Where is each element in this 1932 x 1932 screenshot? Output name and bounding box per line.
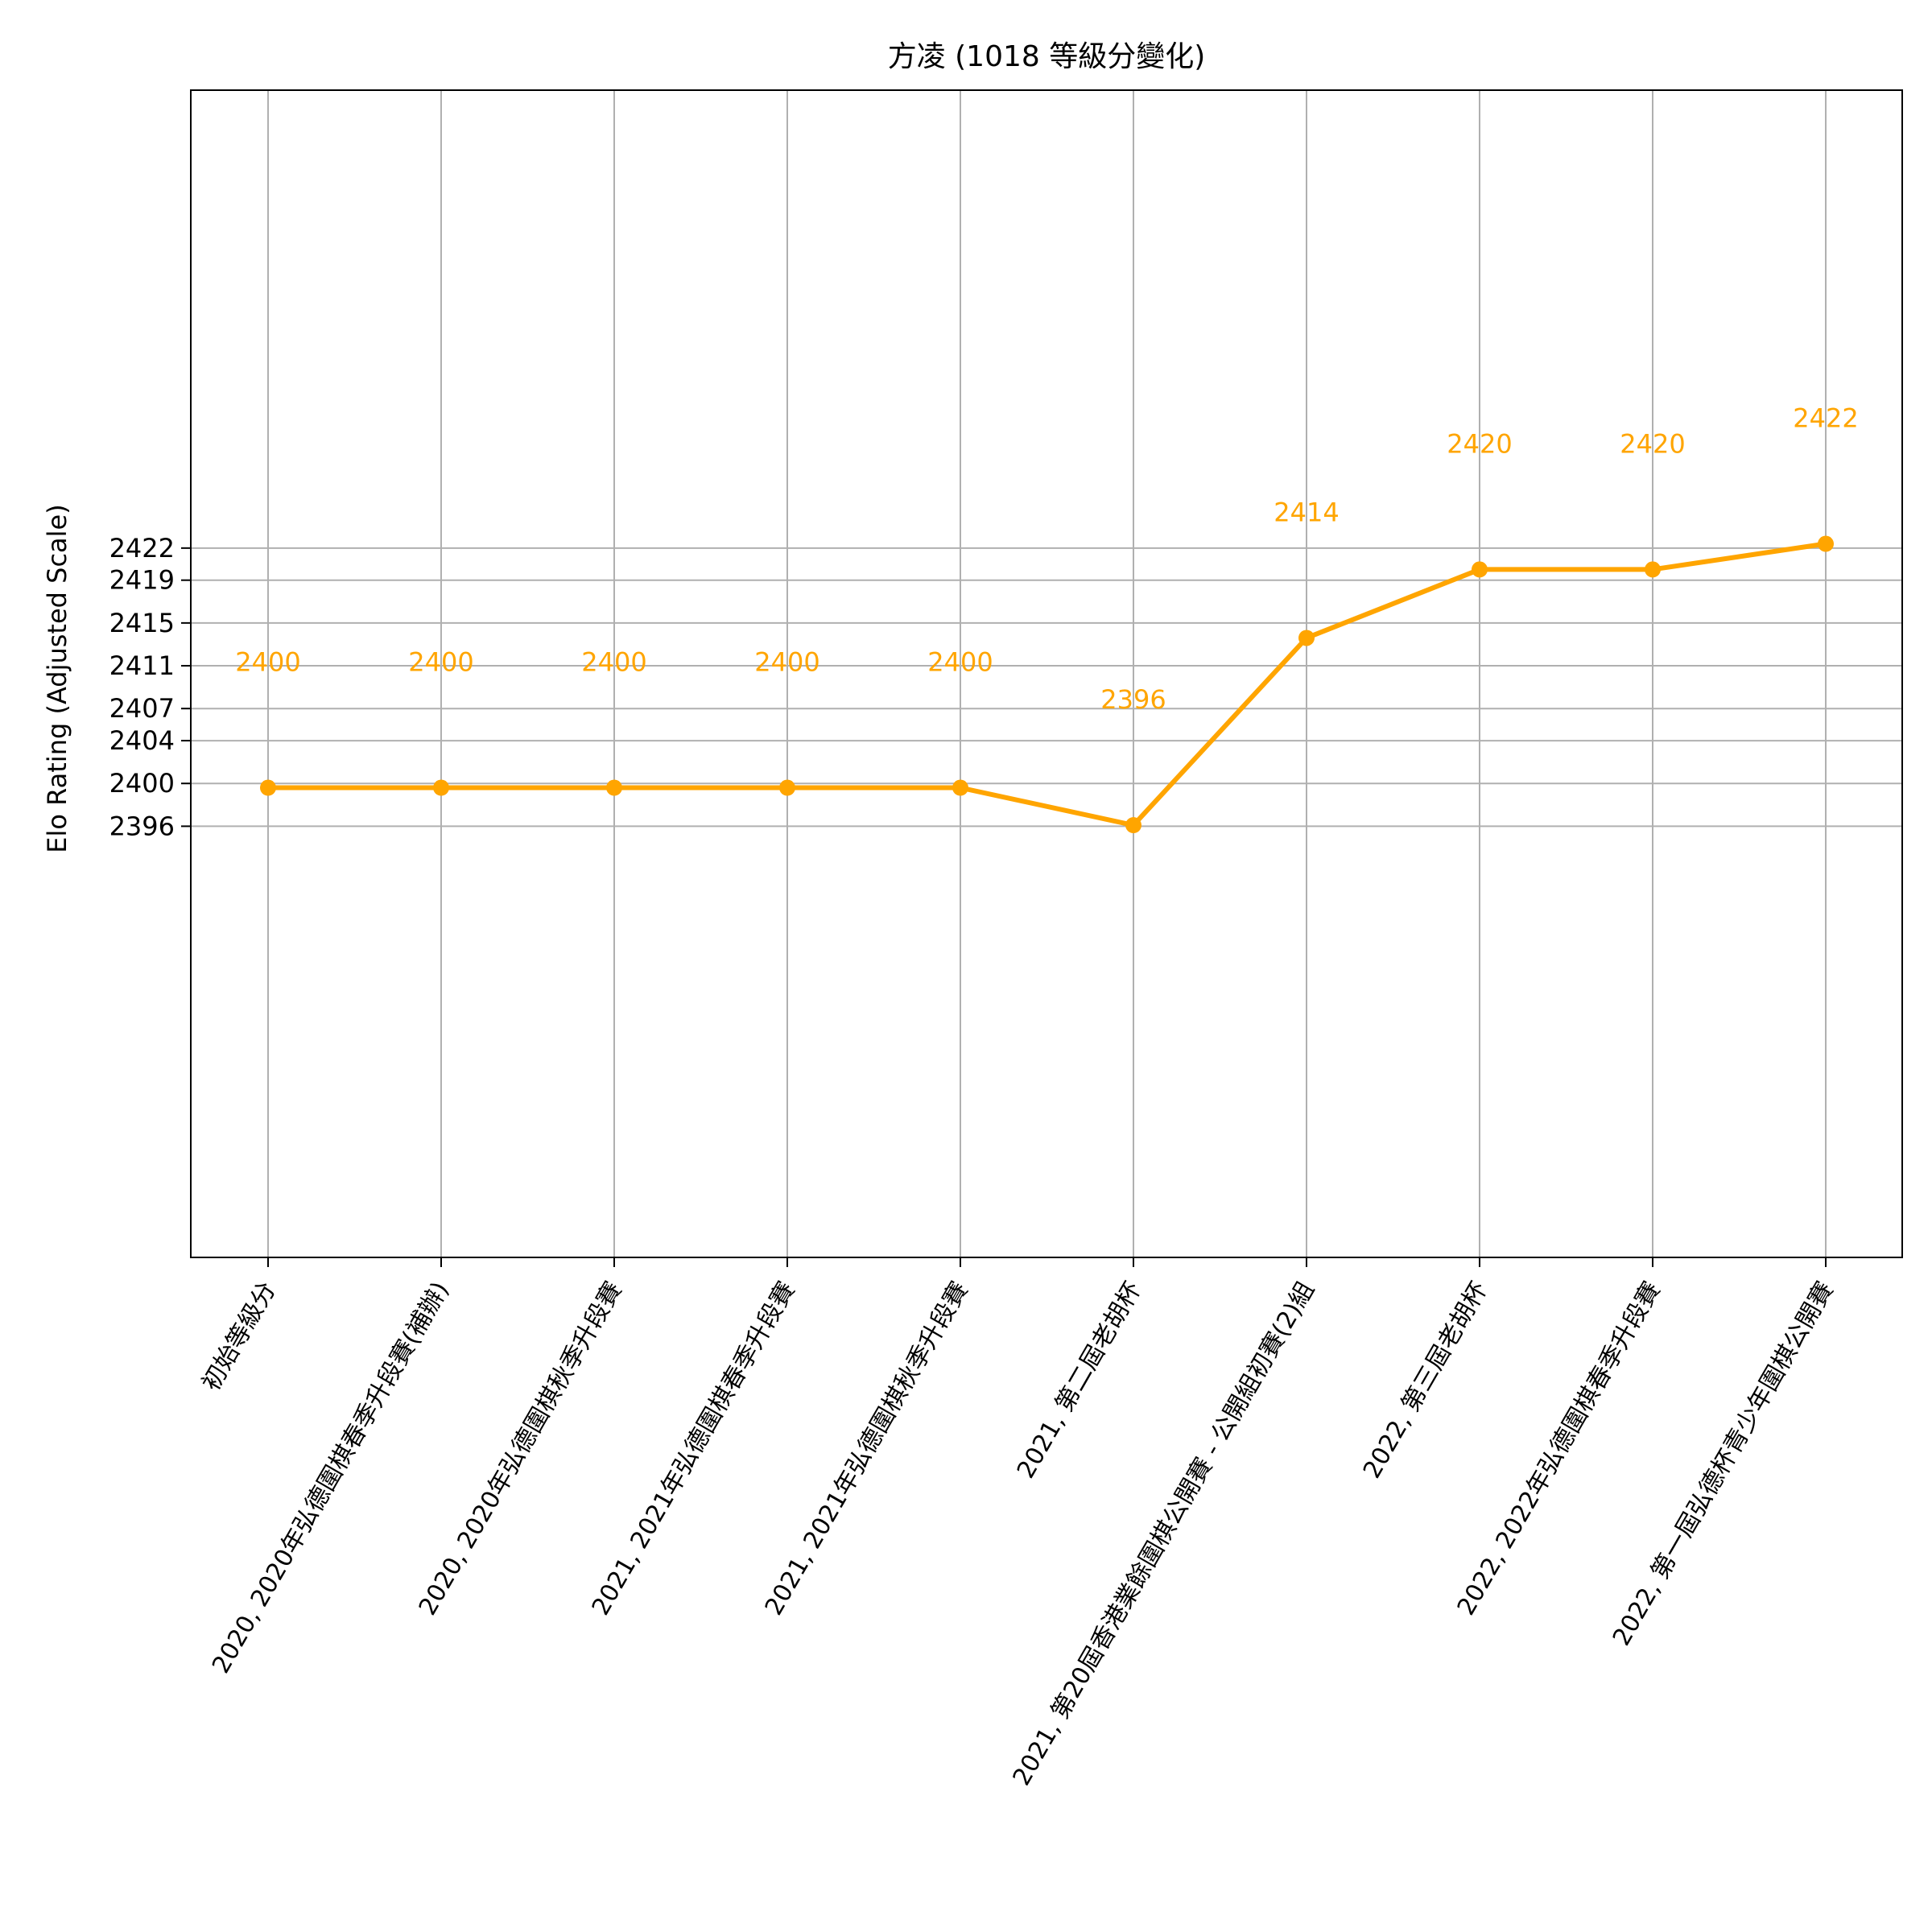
data-label: 2400	[754, 647, 819, 678]
data-label: 2396	[1100, 684, 1166, 715]
data-point	[952, 779, 968, 796]
data-point	[1818, 535, 1834, 552]
y-axis-label: Elo Rating (Adjusted Scale)	[42, 504, 72, 852]
data-label: 2420	[1620, 428, 1685, 459]
y-tick-label: 2400	[109, 768, 175, 799]
y-tick-label: 2404	[109, 725, 175, 756]
y-tick-label: 2419	[109, 565, 175, 596]
x-tick-label: 2020, 2020年弘德圍棋秋季升段賽	[414, 1278, 628, 1620]
x-tick-label: 2022, 2022年弘德圍棋春季升段賽	[1452, 1278, 1666, 1620]
data-label: 2420	[1447, 428, 1512, 459]
data-points	[260, 535, 1834, 834]
x-tick-label: 2021, 第20屆香港業餘圍棋公開賽 - 公開組初賽(2)組	[1008, 1278, 1320, 1791]
y-tick-label: 2415	[109, 608, 175, 638]
data-point	[1298, 630, 1315, 646]
grid-lines	[191, 90, 1902, 1257]
data-point	[1472, 561, 1488, 578]
data-label: 2422	[1793, 403, 1858, 434]
x-tick-label: 2021, 2021年弘德圍棋春季升段賽	[587, 1278, 801, 1620]
data-label: 2400	[927, 647, 993, 678]
data-point	[606, 779, 622, 796]
y-tick-label: 2411	[109, 650, 175, 681]
data-point	[1645, 561, 1661, 578]
x-tick-label: 2021, 2021年弘德圍棋秋季升段賽	[760, 1278, 974, 1620]
data-point	[433, 779, 449, 796]
series-line	[268, 541, 1827, 828]
data-label: 2414	[1274, 497, 1339, 527]
data-point	[260, 779, 276, 796]
chart-title: 方凌 (1018 等級分變化)	[888, 40, 1206, 73]
data-point	[1125, 817, 1141, 834]
data-label: 2400	[581, 647, 646, 678]
x-tick-label: 2022, 第一屆弘德杯青少年圍棋公開賽	[1608, 1278, 1839, 1651]
y-tick-label: 2407	[109, 693, 175, 724]
data-point	[779, 779, 795, 796]
data-labels: 2400 2400 2400 2400 2400 2396 2414 2420 2420 2422	[235, 403, 1858, 716]
x-tick-label: 2021, 第二屆老胡杯	[1012, 1278, 1147, 1484]
data-label: 2400	[408, 647, 473, 678]
plot-frame	[190, 89, 1903, 1258]
x-tick-label: 2022, 第三屆老胡杯	[1358, 1278, 1493, 1484]
y-tick-label: 2396	[109, 811, 175, 841]
data-label: 2400	[235, 647, 300, 678]
y-tick-label: 2422	[109, 533, 175, 564]
series-line-group	[268, 541, 1827, 828]
x-tick-label: 初始等級分	[197, 1278, 282, 1396]
